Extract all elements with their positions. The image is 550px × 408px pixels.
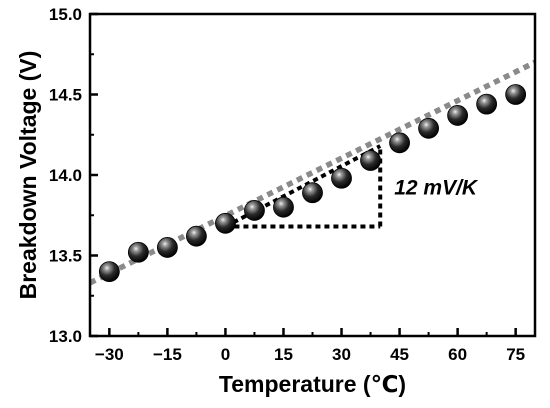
y-axis-title: Breakdown Voltage (V) bbox=[15, 51, 41, 300]
slope-annotation: 12 mV/K bbox=[394, 176, 479, 199]
data-point bbox=[505, 84, 527, 105]
data-point bbox=[360, 150, 381, 171]
y-tick-label: 13.0 bbox=[49, 327, 82, 346]
y-tick-label: 14.5 bbox=[49, 86, 82, 105]
y-tick-label: 15.0 bbox=[49, 5, 82, 24]
data-point bbox=[418, 117, 439, 139]
data-point bbox=[331, 167, 352, 189]
data-point bbox=[186, 225, 207, 247]
x-tick-label: −30 bbox=[95, 345, 124, 364]
trend-line bbox=[88, 59, 537, 286]
y-tick-label: 14.0 bbox=[49, 166, 82, 185]
data-points bbox=[98, 84, 527, 283]
y-axis-ticks: 13.0 13.5 14.0 14.5 15.0 bbox=[49, 5, 98, 346]
x-tick-label: 45 bbox=[390, 345, 409, 364]
data-point bbox=[156, 237, 178, 258]
x-tick-label: 0 bbox=[221, 345, 230, 364]
data-point bbox=[389, 132, 410, 154]
data-point bbox=[302, 182, 323, 204]
x-axis-title: Temperature (℃) bbox=[219, 371, 406, 397]
data-point bbox=[273, 196, 294, 218]
x-tick-label: 60 bbox=[448, 345, 467, 364]
data-point bbox=[476, 93, 498, 115]
data-point bbox=[127, 241, 149, 263]
data-point bbox=[98, 261, 120, 283]
x-tick-label: 30 bbox=[332, 345, 351, 364]
data-point bbox=[447, 105, 469, 126]
x-axis-ticks: −30 −15 0 15 30 45 60 75 bbox=[95, 328, 525, 364]
x-tick-label: −15 bbox=[153, 345, 182, 364]
trend-line-layer bbox=[88, 59, 537, 286]
data-point bbox=[215, 212, 236, 234]
y-tick-label: 13.5 bbox=[49, 247, 82, 266]
x-tick-label: 75 bbox=[506, 345, 525, 364]
x-tick-label: 15 bbox=[274, 345, 293, 364]
data-point bbox=[244, 200, 265, 221]
